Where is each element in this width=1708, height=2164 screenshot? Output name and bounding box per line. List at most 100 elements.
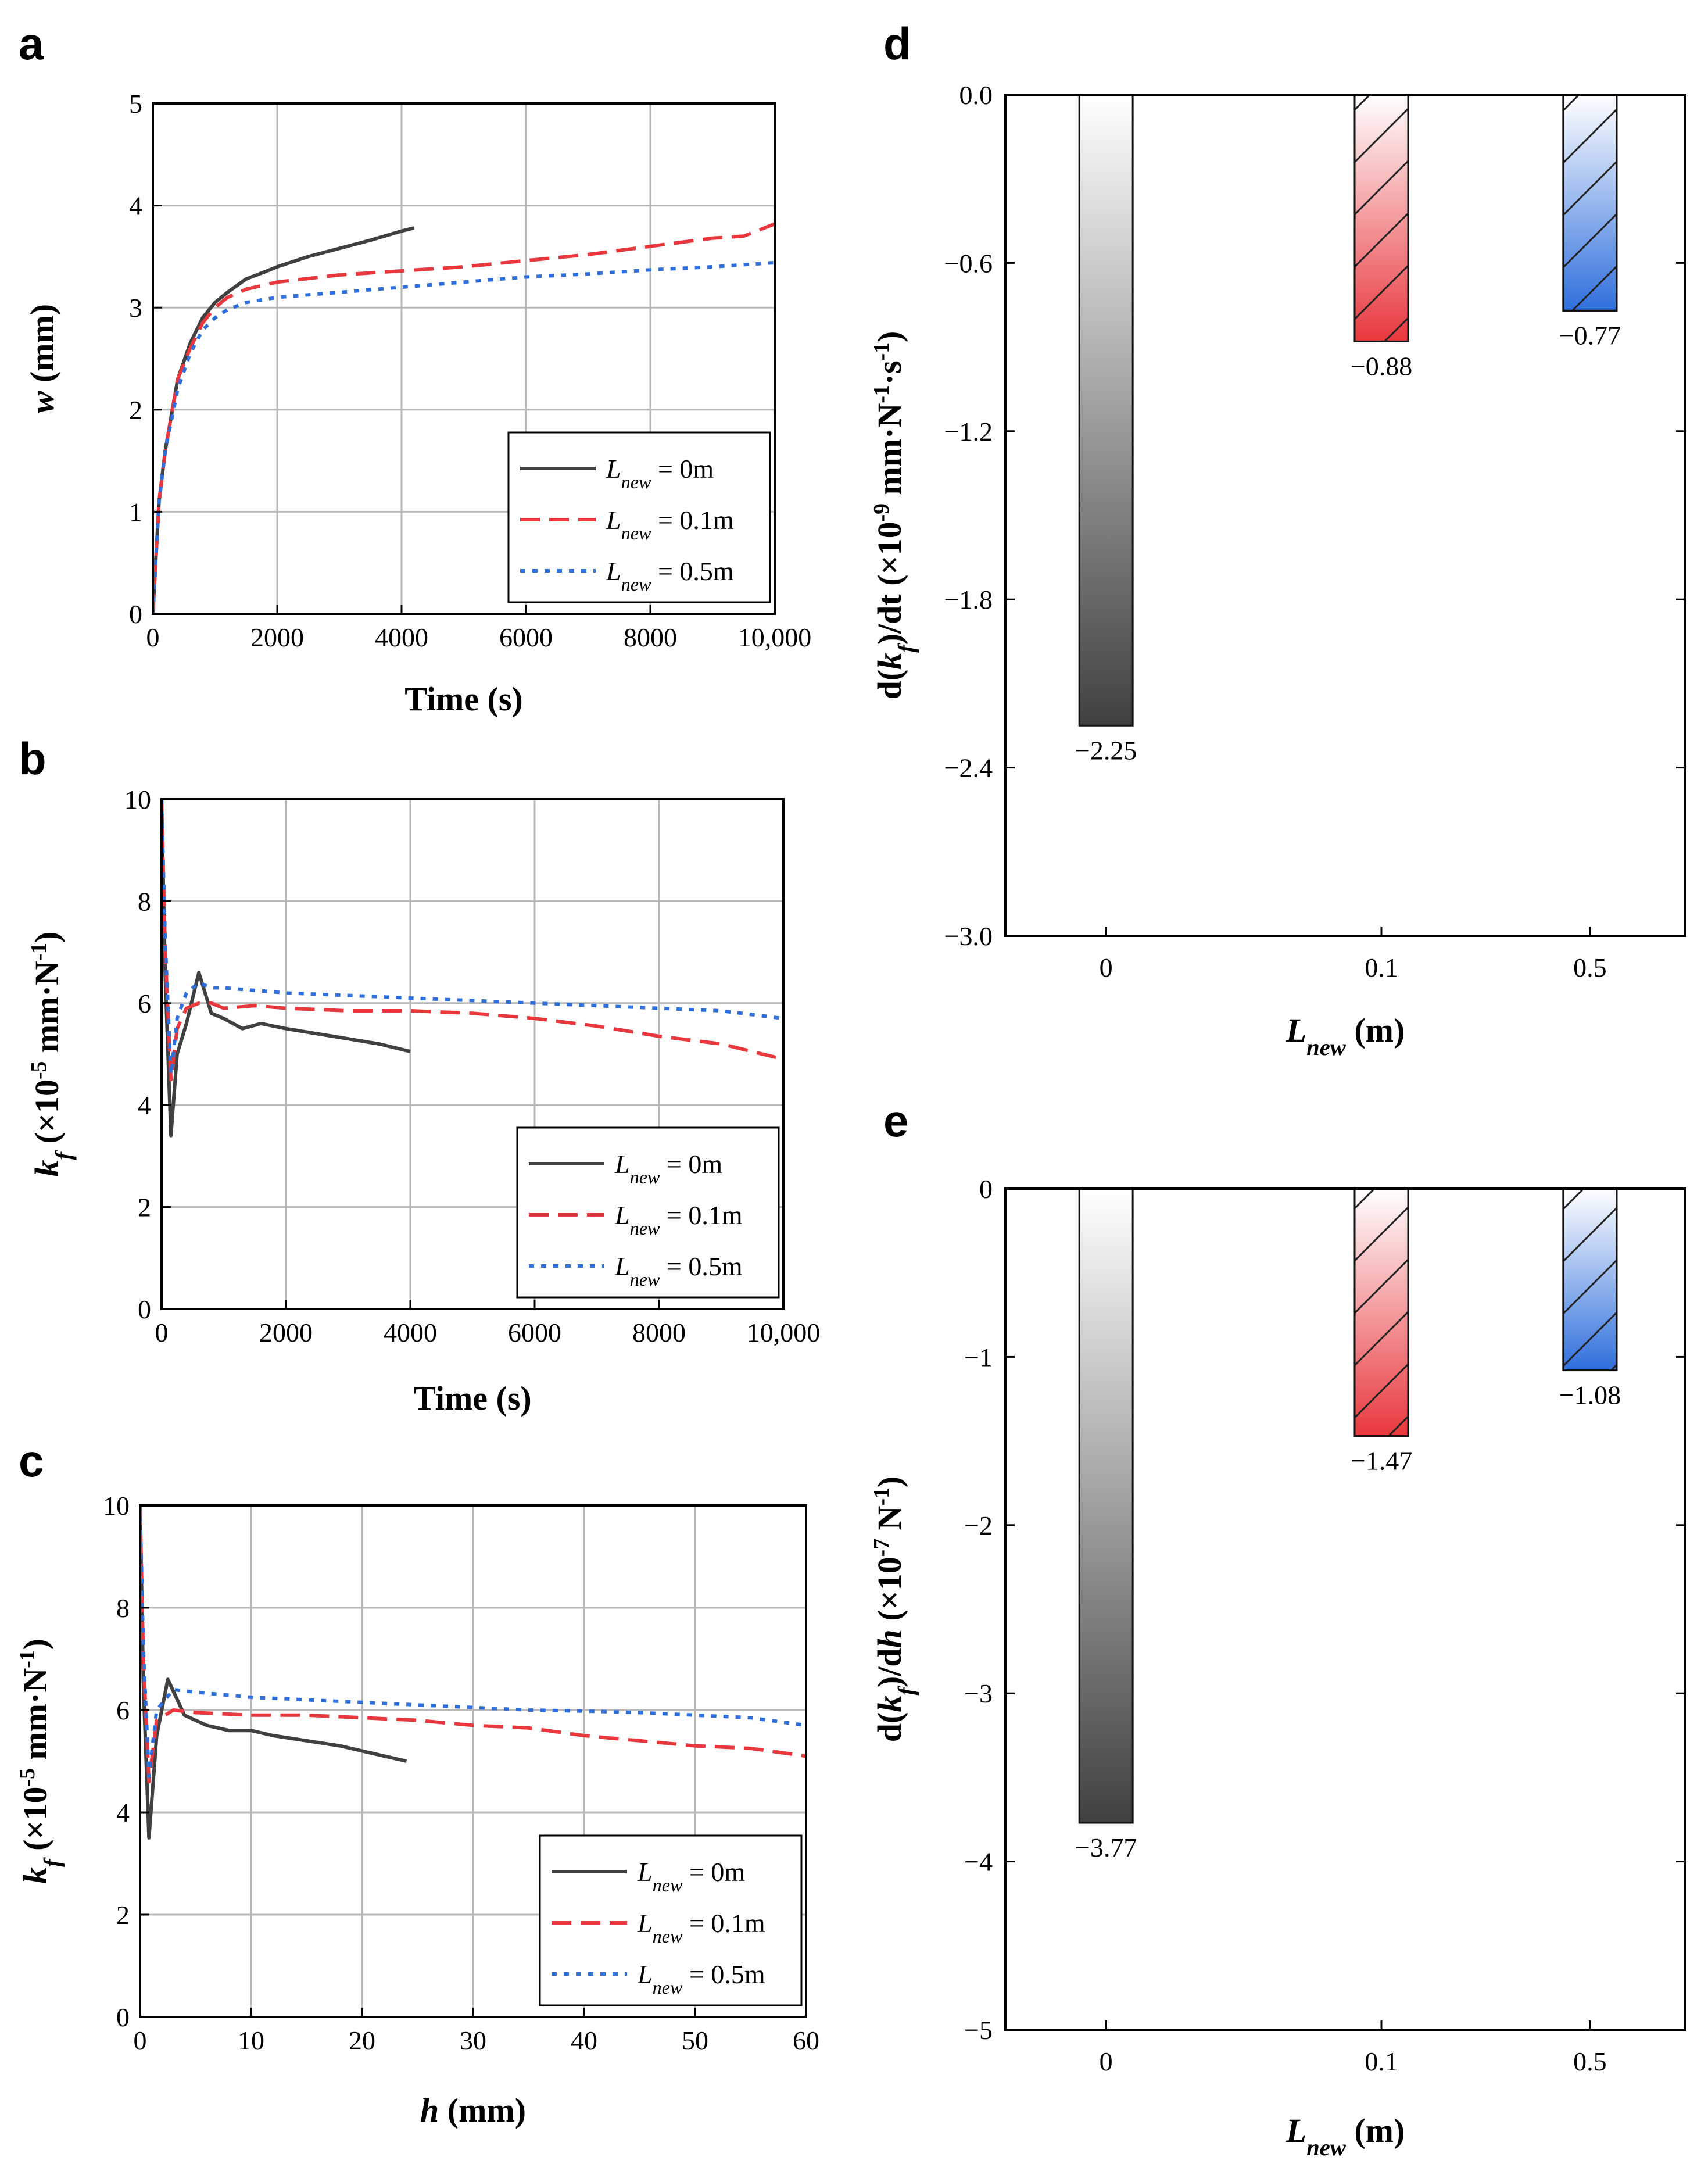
y-tick-label: 4 — [138, 1090, 151, 1120]
x-tick-label: 0.1 — [1365, 953, 1398, 982]
y-tick-label: 0 — [979, 1174, 993, 1204]
series-line-0 — [153, 226, 415, 614]
panel-letter-c: c — [19, 1435, 44, 1486]
x-tick-label: 0 — [1100, 2047, 1113, 2076]
x-axis-title: Time (s) — [413, 1379, 532, 1417]
y-tick-label: 1 — [129, 497, 142, 527]
x-tick-label: 40 — [571, 2026, 597, 2055]
bar-value-label: −2.25 — [1075, 735, 1137, 765]
y-tick-label: 0 — [116, 2002, 130, 2032]
chart-d: −2.25 0 −0.88 0.1 −0.77 0.5 0.0 −0.6 −1.2 −1.8 −2.… — [869, 80, 1686, 1060]
x-axis-title: Lnew (m) — [1286, 2112, 1405, 2161]
y-tick-label: 4 — [116, 1798, 130, 1827]
y-tick-label: 0.0 — [959, 80, 993, 110]
y-tick-label: −1.8 — [944, 585, 993, 614]
panel-letter-e: e — [883, 1095, 908, 1146]
bar-value-label: −1.47 — [1351, 1446, 1412, 1475]
x-tick-label: 6000 — [508, 1318, 561, 1347]
plot-frame — [1004, 1187, 1686, 2031]
x-axis-title: h (mm) — [420, 2091, 526, 2129]
plot-frame — [160, 798, 785, 1310]
bar-value-label: −0.77 — [1559, 320, 1621, 350]
legend-entry-0: Lnew = 0m — [606, 454, 714, 492]
y-tick-label: 10 — [103, 1491, 130, 1521]
bar-value-label: −0.88 — [1351, 351, 1412, 381]
chart-a: 0 2000 4000 6000 8000 10,000 0 1 2 3 4 5 Time (s) w (… — [23, 89, 811, 718]
series-line-1 — [153, 222, 775, 614]
x-tick-label: 10 — [238, 2026, 264, 2055]
legend-entry-2: Lnew = 0.5m — [614, 1251, 743, 1290]
y-axis-title: d(kf)/dt (×10-9 mm·N-1·s-1) — [869, 331, 919, 700]
y-axis-title: kf (×10-5 mm·N-1) — [15, 1639, 65, 1884]
x-axis-title: Time (s) — [404, 680, 523, 718]
panel-letter-b: b — [19, 733, 46, 784]
series-line-0 — [162, 799, 411, 1138]
legend-entry-1: Lnew = 0.1m — [637, 1908, 765, 1947]
y-tick-label: −1.2 — [944, 417, 993, 446]
x-axis-title: Lnew (m) — [1286, 1011, 1405, 1060]
x-tick-label: 4000 — [384, 1318, 437, 1347]
y-tick-label: 2 — [116, 1900, 130, 1930]
y-axis-title: d(kf)/dh (×10-7 N-1) — [869, 1476, 919, 1742]
series-line-2 — [162, 799, 783, 1076]
x-tick-label: 10,000 — [747, 1318, 821, 1347]
legend-entry-1: Lnew = 0.1m — [606, 505, 734, 543]
bar-hatch-0.5 — [1562, 1187, 1618, 1372]
bar-hatch-0.1 — [1353, 94, 1409, 342]
series-line-2 — [153, 260, 775, 614]
chart-b: 0 2000 4000 6000 8000 10,000 0 2 4 6 8 10 Time (s) kf… — [27, 785, 820, 1417]
y-tick-label: −4 — [964, 1847, 993, 1877]
series-line-1 — [162, 799, 783, 1082]
x-tick-label: 2000 — [250, 623, 304, 652]
x-tick-label: 0 — [134, 2026, 147, 2055]
x-tick-label: 0.5 — [1573, 953, 1607, 982]
panel-letter-a: a — [19, 18, 44, 69]
legend-entry-0: Lnew = 0m — [637, 1857, 745, 1895]
y-tick-label: −5 — [964, 2015, 993, 2045]
y-tick-label: 0 — [129, 599, 142, 629]
y-tick-label: 5 — [129, 89, 142, 119]
x-tick-label: 8000 — [632, 1318, 686, 1347]
y-tick-label: 3 — [129, 293, 142, 323]
y-tick-label: −0.6 — [944, 248, 993, 278]
y-tick-label: 8 — [116, 1593, 130, 1623]
x-tick-label: 50 — [682, 2026, 708, 2055]
y-tick-label: −3 — [964, 1679, 993, 1708]
y-tick-label: 6 — [116, 1696, 130, 1725]
x-tick-label: 30 — [460, 2026, 486, 2055]
y-tick-label: 2 — [138, 1193, 151, 1222]
series-line-2 — [140, 1505, 806, 1779]
legend-entry-2: Lnew = 0.5m — [606, 556, 734, 595]
legend-box — [507, 431, 771, 603]
x-tick-label: 8000 — [624, 623, 677, 652]
y-tick-label: 8 — [138, 886, 151, 916]
y-tick-label: 0 — [138, 1294, 151, 1324]
y-tick-label: −2 — [964, 1511, 993, 1540]
x-tick-label: 0.5 — [1573, 2047, 1607, 2076]
series-line-0 — [140, 1505, 407, 1840]
bar-0 — [1078, 94, 1134, 727]
legend-entry-2: Lnew = 0.5m — [637, 1959, 765, 1998]
x-tick-label: 4000 — [375, 623, 428, 652]
x-tick-label: 10,000 — [738, 623, 812, 652]
legend-entry-0: Lnew = 0m — [614, 1149, 722, 1187]
y-tick-label: 6 — [138, 989, 151, 1018]
x-tick-label: 60 — [793, 2026, 819, 2055]
series-line-1 — [140, 1505, 806, 1784]
plot-frame — [1004, 94, 1686, 937]
y-tick-label: −2.4 — [944, 753, 993, 783]
x-tick-label: 0 — [155, 1318, 169, 1347]
y-tick-label: 2 — [129, 395, 142, 425]
bar-0 — [1078, 1187, 1134, 1824]
y-tick-label: −1 — [964, 1342, 993, 1372]
x-tick-label: 0 — [1100, 953, 1113, 982]
legend-entry-1: Lnew = 0.1m — [614, 1200, 743, 1239]
bar-hatch-0.1 — [1353, 1187, 1409, 1437]
legend-box — [516, 1126, 780, 1299]
y-tick-label: 10 — [124, 785, 151, 814]
y-axis-title: kf (×10-5 mm·N-1) — [27, 932, 77, 1177]
y-tick-label: −3.0 — [944, 921, 993, 951]
x-tick-label: 2000 — [259, 1318, 313, 1347]
chart-e: −3.77 0 −1.47 0.1 −1.08 0.5 0 −1 −2 −3 −4 −5 Lnew (m… — [869, 1174, 1686, 2161]
